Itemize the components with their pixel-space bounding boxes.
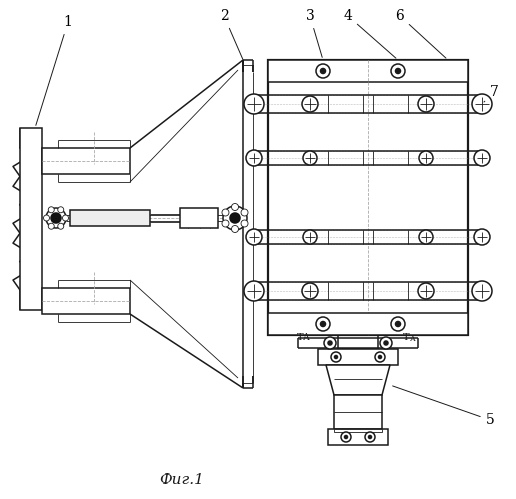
- Bar: [334, 429, 382, 432]
- Bar: [42, 148, 130, 174]
- Text: 3: 3: [305, 9, 322, 57]
- Circle shape: [418, 283, 434, 299]
- Circle shape: [232, 226, 238, 233]
- Circle shape: [334, 355, 337, 358]
- Text: Фиг.1: Фиг.1: [159, 473, 204, 487]
- Circle shape: [324, 337, 336, 349]
- Circle shape: [396, 322, 399, 325]
- Text: 2: 2: [220, 9, 243, 59]
- Bar: [42, 288, 130, 314]
- Circle shape: [302, 96, 318, 112]
- Text: 5: 5: [393, 386, 494, 427]
- Circle shape: [395, 68, 400, 73]
- Circle shape: [419, 151, 433, 165]
- Circle shape: [232, 204, 238, 211]
- Circle shape: [244, 94, 264, 114]
- Bar: [328, 429, 388, 445]
- Circle shape: [246, 229, 262, 245]
- Bar: [70, 210, 150, 226]
- Circle shape: [303, 151, 317, 165]
- Circle shape: [49, 223, 54, 229]
- Text: А: А: [410, 335, 416, 343]
- Circle shape: [472, 281, 492, 301]
- Circle shape: [51, 213, 61, 223]
- Circle shape: [46, 208, 66, 228]
- Circle shape: [320, 68, 326, 73]
- Circle shape: [316, 64, 330, 78]
- Circle shape: [223, 206, 247, 230]
- Text: А: А: [302, 332, 310, 341]
- Bar: [334, 395, 382, 429]
- Circle shape: [365, 432, 375, 442]
- Circle shape: [222, 209, 229, 216]
- Circle shape: [328, 341, 332, 345]
- Circle shape: [303, 230, 317, 244]
- Bar: [180, 208, 218, 228]
- Circle shape: [474, 150, 490, 166]
- Bar: [268, 60, 468, 82]
- Polygon shape: [326, 365, 390, 395]
- Text: 6: 6: [396, 9, 446, 58]
- Circle shape: [62, 215, 69, 221]
- Circle shape: [391, 64, 405, 78]
- Circle shape: [375, 352, 385, 362]
- Bar: [268, 60, 468, 335]
- Circle shape: [230, 213, 240, 223]
- Bar: [20, 128, 42, 310]
- Circle shape: [222, 220, 229, 227]
- Circle shape: [320, 321, 326, 326]
- Circle shape: [380, 337, 392, 349]
- Circle shape: [316, 317, 330, 331]
- Circle shape: [391, 317, 405, 331]
- Circle shape: [244, 281, 264, 301]
- Circle shape: [472, 94, 492, 114]
- Text: 1: 1: [36, 15, 72, 125]
- Circle shape: [419, 230, 433, 244]
- Circle shape: [331, 352, 341, 362]
- Circle shape: [241, 220, 248, 227]
- Circle shape: [418, 96, 434, 112]
- Circle shape: [49, 207, 54, 213]
- Text: 4: 4: [344, 9, 396, 58]
- Circle shape: [368, 436, 372, 439]
- Circle shape: [345, 436, 347, 439]
- Circle shape: [379, 355, 381, 358]
- Bar: [268, 313, 468, 335]
- Circle shape: [474, 229, 490, 245]
- Circle shape: [384, 341, 388, 345]
- Bar: [318, 349, 398, 365]
- Circle shape: [321, 322, 325, 325]
- Circle shape: [395, 321, 400, 326]
- Circle shape: [43, 215, 50, 221]
- Text: Т: Т: [402, 332, 409, 341]
- Circle shape: [246, 150, 262, 166]
- Text: Т: Т: [297, 332, 303, 341]
- Text: 7: 7: [484, 85, 498, 102]
- Circle shape: [58, 223, 64, 229]
- Circle shape: [396, 69, 399, 72]
- Circle shape: [341, 432, 351, 442]
- Circle shape: [241, 209, 248, 216]
- Circle shape: [321, 69, 325, 72]
- Circle shape: [302, 283, 318, 299]
- Circle shape: [58, 207, 64, 213]
